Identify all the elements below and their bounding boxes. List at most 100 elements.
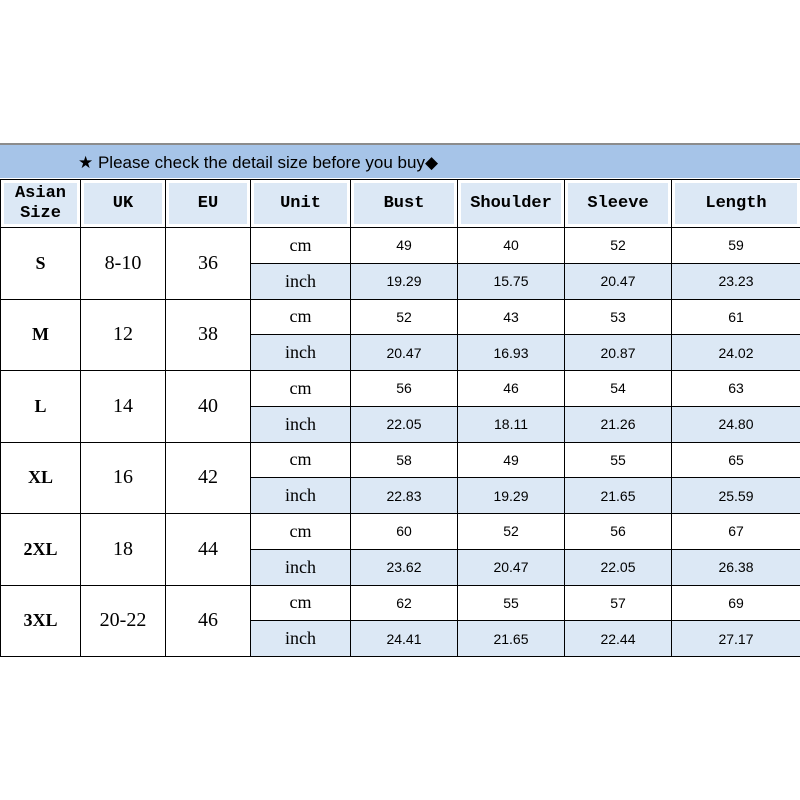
measure-cell: 23.23 <box>671 262 800 300</box>
table-row-inch: inch 22.83 19.29 21.65 25.59 <box>1 477 800 514</box>
eu-cell: 38 <box>165 298 251 371</box>
measure-cell: 16.93 <box>457 334 565 371</box>
measure-cell: 55 <box>457 584 565 622</box>
measure-cell: 56 <box>350 370 458 407</box>
uk-cell: 18 <box>80 513 166 586</box>
measure-cell: 24.41 <box>350 620 458 657</box>
eu-cell: 46 <box>165 584 251 657</box>
unit-cell: cm <box>250 513 351 550</box>
uk-cell: 16 <box>80 441 166 514</box>
measure-cell: 57 <box>564 584 672 622</box>
measure-cell: 21.65 <box>457 620 565 657</box>
measure-cell: 21.65 <box>564 477 672 514</box>
measure-cell: 65 <box>671 441 800 479</box>
measure-cell: 69 <box>671 584 800 622</box>
measure-cell: 49 <box>350 227 458 264</box>
measure-cell: 15.75 <box>457 262 565 300</box>
measure-cell: 60 <box>350 513 458 550</box>
measure-cell: 61 <box>671 298 800 336</box>
measure-cell: 22.44 <box>564 620 672 657</box>
table-row-cm: 3XL 20-22 46 cm 62 55 57 69 <box>0 584 800 657</box>
uk-cell: 8-10 <box>80 227 166 300</box>
measure-cell: 54 <box>564 370 672 407</box>
table-row-inch: inch 20.47 16.93 20.87 24.02 <box>1 334 800 371</box>
size-cell: 3XL <box>0 584 81 657</box>
table-row-cm: L 14 40 cm 56 46 54 63 <box>0 370 800 443</box>
table-row-inch: inch 19.29 15.75 20.47 23.23 <box>1 262 800 300</box>
measure-cell: 67 <box>671 513 800 550</box>
uk-cell: 12 <box>80 298 166 371</box>
table-row-inch: inch 22.05 18.11 21.26 24.80 <box>1 405 800 443</box>
table-row-cm: S 8-10 36 cm 49 40 52 59 <box>0 227 800 300</box>
unit-cell: inch <box>250 262 351 300</box>
measure-cell: 52 <box>564 227 672 264</box>
size-cell: 2XL <box>0 513 81 586</box>
header-sleeve: Sleeve <box>564 179 672 228</box>
measure-cell: 27.17 <box>671 620 800 657</box>
measure-cell: 58 <box>350 441 458 479</box>
unit-cell: inch <box>250 548 351 586</box>
size-cell: S <box>0 227 81 300</box>
eu-cell: 44 <box>165 513 251 586</box>
unit-cell: cm <box>250 584 351 622</box>
eu-cell: 42 <box>165 441 251 514</box>
table-row-cm: M 12 38 cm 52 43 53 61 <box>0 298 800 371</box>
measure-cell: 21.26 <box>564 405 672 443</box>
measure-cell: 40 <box>457 227 565 264</box>
size-cell: M <box>0 298 81 371</box>
measure-cell: 59 <box>671 227 800 264</box>
measure-cell: 20.47 <box>564 262 672 300</box>
measure-cell: 63 <box>671 370 800 407</box>
table-row-cm: XL 16 42 cm 58 49 55 65 <box>0 441 800 514</box>
measure-cell: 22.05 <box>564 548 672 586</box>
eu-cell: 36 <box>165 227 251 300</box>
measure-cell: 22.83 <box>350 477 458 514</box>
size-chart-table: Asian Size UK EU Unit Bust Shoulder Slee… <box>0 179 800 657</box>
size-cell: XL <box>0 441 81 514</box>
measure-cell: 25.59 <box>671 477 800 514</box>
table-row-cm: 2XL 18 44 cm 60 52 56 67 <box>0 513 800 586</box>
unit-cell: inch <box>250 405 351 443</box>
size-notice-banner: ★ Please check the detail size before yo… <box>0 143 800 178</box>
measure-cell: 56 <box>564 513 672 550</box>
measure-cell: 46 <box>457 370 565 407</box>
table-row-inch: inch 23.62 20.47 22.05 26.38 <box>1 548 800 586</box>
measure-cell: 55 <box>564 441 672 479</box>
measure-cell: 43 <box>457 298 565 336</box>
measure-cell: 24.02 <box>671 334 800 371</box>
header-length: Length <box>671 179 800 228</box>
table-row-inch: inch 24.41 21.65 22.44 27.17 <box>1 620 800 657</box>
header-eu: EU <box>165 179 251 228</box>
measure-cell: 20.47 <box>350 334 458 371</box>
measure-cell: 49 <box>457 441 565 479</box>
unit-cell: cm <box>250 227 351 264</box>
header-unit: Unit <box>250 179 351 228</box>
unit-cell: inch <box>250 334 351 371</box>
measure-cell: 52 <box>457 513 565 550</box>
unit-cell: inch <box>250 477 351 514</box>
measure-cell: 20.47 <box>457 548 565 586</box>
measure-cell: 62 <box>350 584 458 622</box>
measure-cell: 52 <box>350 298 458 336</box>
measure-cell: 53 <box>564 298 672 336</box>
measure-cell: 26.38 <box>671 548 800 586</box>
unit-cell: cm <box>250 370 351 407</box>
header-asian-size: Asian Size <box>0 179 81 228</box>
header-bust: Bust <box>350 179 458 228</box>
header-shoulder: Shoulder <box>457 179 565 228</box>
eu-cell: 40 <box>165 370 251 443</box>
unit-cell: inch <box>250 620 351 657</box>
measure-cell: 18.11 <box>457 405 565 443</box>
uk-cell: 20-22 <box>80 584 166 657</box>
measure-cell: 24.80 <box>671 405 800 443</box>
header-uk: UK <box>80 179 166 228</box>
measure-cell: 22.05 <box>350 405 458 443</box>
measure-cell: 19.29 <box>350 262 458 300</box>
unit-cell: cm <box>250 298 351 336</box>
header-row: Asian Size UK EU Unit Bust Shoulder Slee… <box>0 179 800 228</box>
size-cell: L <box>0 370 81 443</box>
unit-cell: cm <box>250 441 351 479</box>
measure-cell: 23.62 <box>350 548 458 586</box>
measure-cell: 19.29 <box>457 477 565 514</box>
uk-cell: 14 <box>80 370 166 443</box>
